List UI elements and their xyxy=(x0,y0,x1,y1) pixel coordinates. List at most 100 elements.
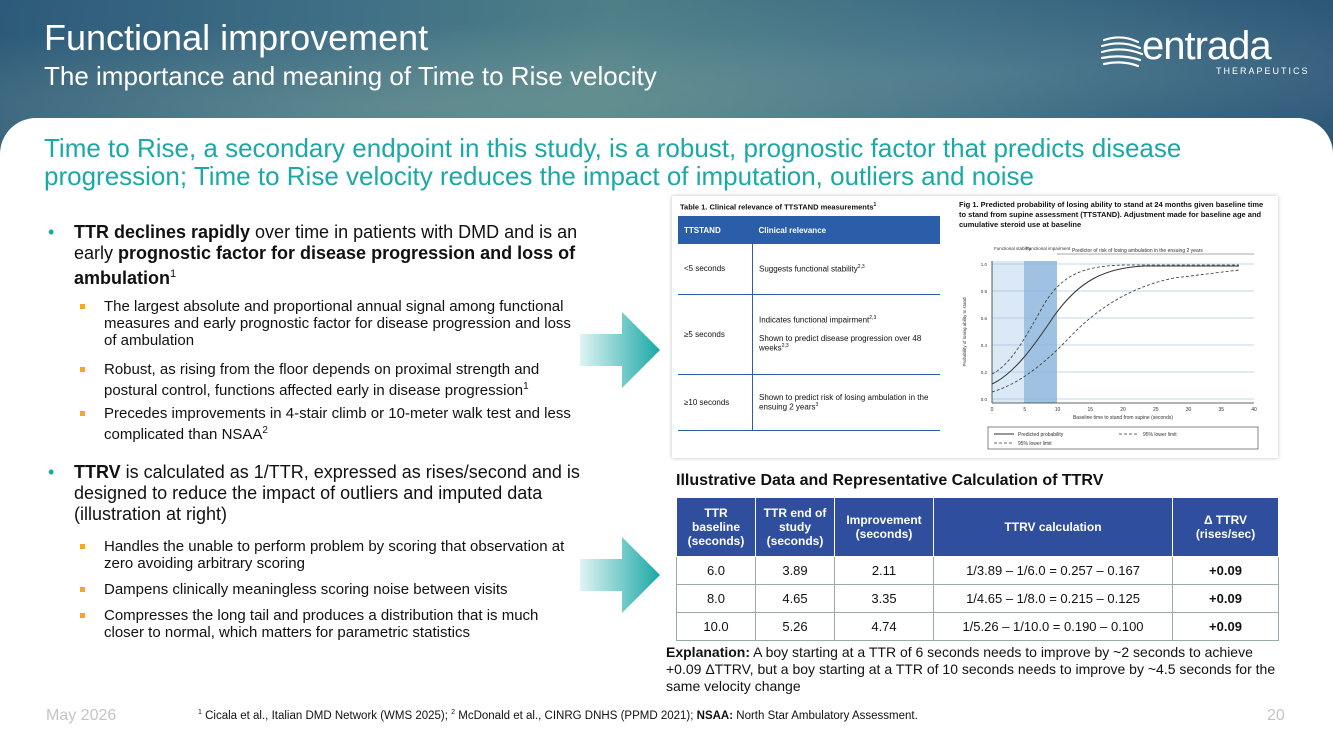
square-bullet-icon xyxy=(80,587,85,592)
sub-bullet-text: Handles the unable to perform problem by… xyxy=(104,538,565,572)
bullet-sup: 1 xyxy=(170,268,177,280)
table-cell: 5.26 xyxy=(755,612,835,641)
page-number: 20 xyxy=(1267,707,1285,724)
bullet-dot: • xyxy=(48,462,55,482)
col-header: TTRV calculation xyxy=(933,497,1173,557)
svg-text:0.2: 0.2 xyxy=(981,370,988,375)
svg-text:0.8: 0.8 xyxy=(981,289,988,294)
svg-text:1.0: 1.0 xyxy=(981,262,988,267)
arrow-right-icon xyxy=(580,312,660,388)
svg-text:95% lower limit: 95% lower limit xyxy=(1018,441,1052,447)
table-cell: +0.09 xyxy=(1172,584,1279,613)
probability-chart: Functional stability Functional impairme… xyxy=(962,246,1259,450)
key-message: Time to Rise, a secondary endpoint in th… xyxy=(44,133,1182,191)
explanation-text: Explanation: A boy starting at a TTR of … xyxy=(666,644,1286,695)
table-cell: ≥10 seconds xyxy=(678,374,753,431)
bullet-dot: • xyxy=(48,222,55,242)
table-title: Table 1. Clinical relevance of TTSTAND m… xyxy=(680,202,877,212)
svg-text:0.6: 0.6 xyxy=(981,316,988,321)
stability-zone xyxy=(992,261,1024,403)
svg-text:35: 35 xyxy=(1218,407,1224,413)
bullet-text: TTR declines rapidly over time in patien… xyxy=(74,222,594,289)
svg-text:0.4: 0.4 xyxy=(981,343,988,348)
sub-bullet-text: The largest absolute and proportional an… xyxy=(104,298,571,349)
svg-text:20: 20 xyxy=(1120,407,1126,413)
table-cell: 1/5.26 – 1/10.0 = 0.190 – 0.100 xyxy=(933,612,1173,641)
col-header: TTSTAND xyxy=(678,216,753,244)
bullet-text: TTRV is calculated as 1/TTR, expressed a… xyxy=(74,462,594,525)
footer-references: 1 Cicala et al., Italian DMD Network (WM… xyxy=(198,709,918,722)
table-row: 8.0 4.65 3.35 1/4.65 – 1/8.0 = 0.215 – 0.1… xyxy=(676,584,1279,613)
zone-label: Functional impairment xyxy=(1026,246,1071,251)
square-bullet-icon xyxy=(80,544,85,549)
svg-text:95% lower limit: 95% lower limit xyxy=(1143,432,1177,438)
ttrv-calculation-table: TTR baseline (seconds) TTR end of study … xyxy=(676,497,1279,641)
table-cell: 3.35 xyxy=(834,584,934,613)
bullet-bold-2: prognostic factor for disease progressio… xyxy=(74,243,576,288)
col-header: Clinical relevance xyxy=(752,216,940,244)
table-cell: 1/3.89 – 1/6.0 = 0.257 – 0.167 xyxy=(933,556,1173,585)
table-cell: <5 seconds xyxy=(678,244,753,295)
sub-bullet-text: Robust, as rising from the floor depends… xyxy=(104,361,540,399)
slide-subtitle: The importance and meaning of Time to Ri… xyxy=(44,61,657,91)
y-axis-label: Probability of losing ability to stand xyxy=(962,297,967,367)
table-cell: 3.89 xyxy=(755,556,835,585)
col-header: Δ TTRV (rises/sec) xyxy=(1172,497,1279,557)
table-cell: 4.74 xyxy=(834,612,934,641)
table-cell: 2.11 xyxy=(834,556,934,585)
svg-text:25: 25 xyxy=(1153,407,1159,413)
impairment-zone xyxy=(1024,261,1057,403)
bullet-mid: over time in patients with DMD and is an… xyxy=(74,222,578,263)
square-bullet-icon xyxy=(80,367,85,372)
upper-limit-line xyxy=(991,264,1239,375)
table-cell: 8.0 xyxy=(676,584,756,613)
square-bullet-icon xyxy=(80,613,85,618)
chart-legend xyxy=(987,426,1259,450)
arrow-right-icon xyxy=(580,537,660,613)
sub-bullet-text: Precedes improvements in 4-stair climb o… xyxy=(104,405,571,443)
table-cell: 1/4.65 – 1/8.0 = 0.215 – 0.125 xyxy=(933,584,1173,613)
square-bullet-icon xyxy=(80,304,85,309)
table-cell: 4.65 xyxy=(755,584,835,613)
svg-text:0: 0 xyxy=(991,407,994,413)
x-axis-label: Baseline time to stand from supine (seco… xyxy=(1073,415,1173,421)
svg-text:10: 10 xyxy=(1055,407,1061,413)
logo-swoosh-icon xyxy=(1100,36,1144,68)
sub-bullet-text: Compresses the long tail and produces a … xyxy=(104,607,539,641)
logo-wordmark: entrada xyxy=(1142,24,1272,68)
slide-title: Functional improvement xyxy=(44,17,429,58)
predicted-probability-line xyxy=(991,265,1239,385)
col-header: TTR baseline (seconds) xyxy=(676,497,756,557)
sub-bullet-sup: 1 xyxy=(523,381,529,392)
sub-bullet-sup: 2 xyxy=(262,425,268,436)
clinical-relevance-table: TTSTAND Clinical relevance <5 seconds Sugg… xyxy=(678,216,940,431)
bullet-mid: is calculated as 1/TTR, expressed as ris… xyxy=(74,462,580,524)
logo-subtitle: THERAPEUTICS xyxy=(1216,66,1310,76)
svg-text:15: 15 xyxy=(1087,407,1093,413)
svg-text:Predicted probability: Predicted probability xyxy=(1018,432,1064,438)
sub-bullet-text: Dampens clinically meaningless scoring n… xyxy=(104,581,508,598)
table-cell: Suggests functional stability2,3 xyxy=(752,244,940,295)
lower-limit-line xyxy=(991,269,1240,393)
reference-figure: Table 1. Clinical relevance of TTSTAND m… xyxy=(672,196,1278,458)
table-cell: +0.09 xyxy=(1172,556,1279,585)
table-row: 10.0 5.26 4.74 1/5.26 – 1/10.0 = 0.190 – 0… xyxy=(676,612,1279,641)
explanation-label: Explanation: xyxy=(666,644,751,660)
table-row: 6.0 3.89 2.11 1/3.89 – 1/6.0 = 0.257 – 0.1… xyxy=(676,556,1279,585)
calc-table-caption: Illustrative Data and Representative Cal… xyxy=(676,472,1104,489)
table-cell: 10.0 xyxy=(676,612,756,641)
svg-text:30: 30 xyxy=(1186,407,1192,413)
table-cell: ≥5 seconds xyxy=(678,294,753,375)
table-cell: 6.0 xyxy=(676,556,756,585)
table-cell: Shown to predict risk of losing ambulati… xyxy=(752,374,940,431)
svg-text:0.0: 0.0 xyxy=(981,397,988,402)
col-header: TTR end of study (seconds) xyxy=(755,497,835,557)
entrada-logo: entrada THERAPEUTICS xyxy=(1100,24,1308,78)
zone-label: Predictor of risk of losing ambulation i… xyxy=(1072,248,1203,254)
bullet-bold: TTR declines rapidly xyxy=(74,222,251,242)
col-header: Improvement (seconds) xyxy=(834,497,934,557)
bullet-bold: TTRV xyxy=(74,462,121,482)
footer-date: May 2026 xyxy=(46,707,117,724)
svg-text:40: 40 xyxy=(1251,407,1257,413)
square-bullet-icon xyxy=(80,411,85,416)
